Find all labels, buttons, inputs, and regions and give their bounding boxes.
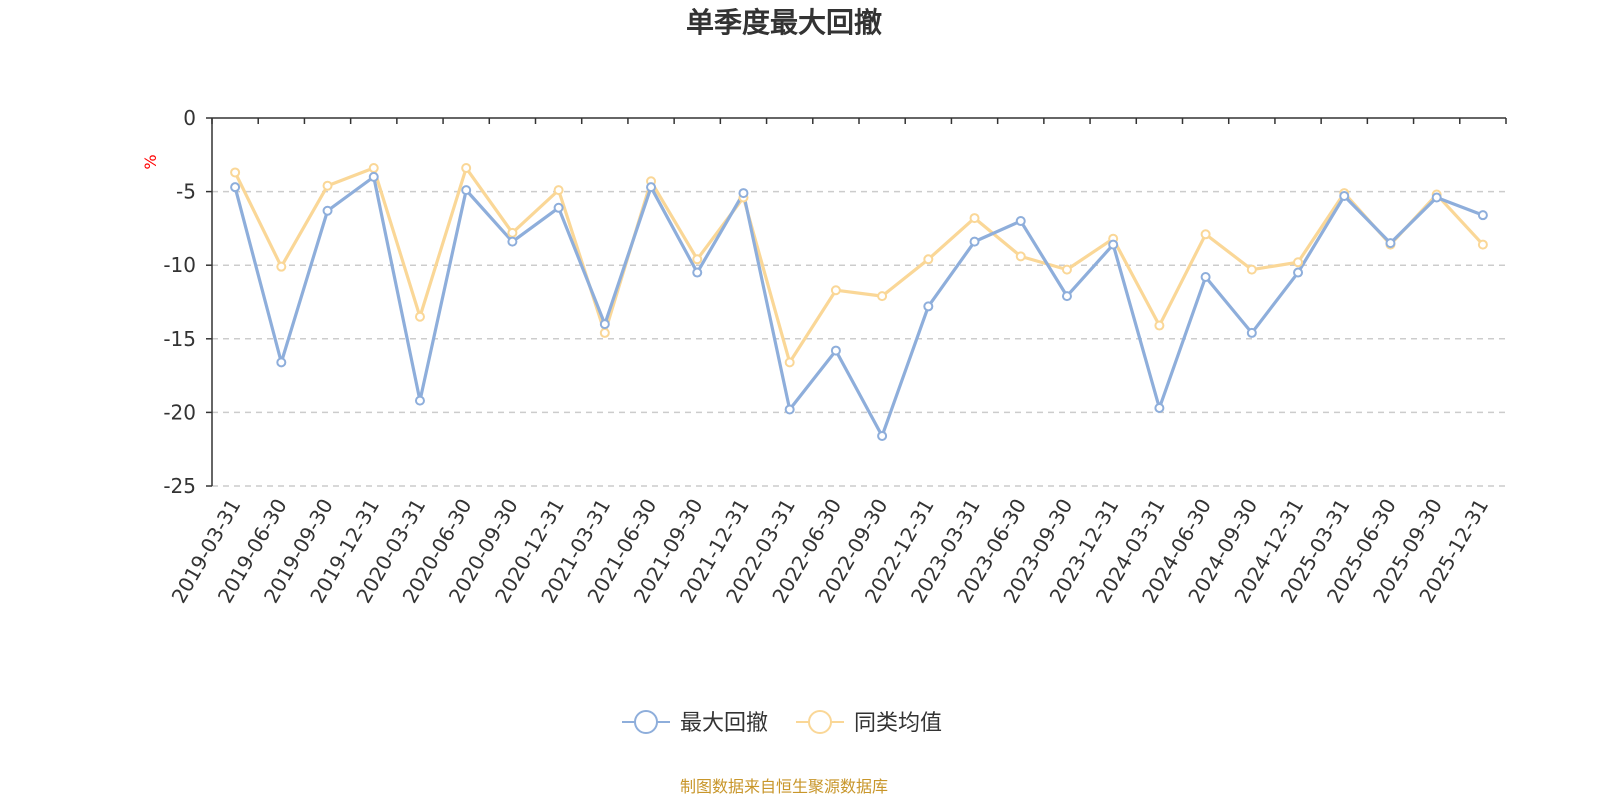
y-tick-label: -5: [176, 180, 196, 204]
data-point[interactable]: [599, 327, 610, 338]
data-point[interactable]: [599, 319, 610, 330]
legend-swatch-marker[interactable]: [808, 710, 832, 734]
data-point[interactable]: [1246, 264, 1257, 275]
data-point[interactable]: [830, 345, 841, 356]
data-point[interactable]: [507, 236, 518, 247]
data-point[interactable]: [368, 163, 379, 174]
data-point[interactable]: [1015, 251, 1026, 262]
data-point[interactable]: [1431, 192, 1442, 203]
data-point[interactable]: [322, 205, 333, 216]
data-point[interactable]: [461, 185, 472, 196]
data-point[interactable]: [969, 213, 980, 224]
data-point[interactable]: [414, 311, 425, 322]
chart-title: 单季度最大回撤: [686, 6, 882, 39]
plot-series: [230, 163, 1488, 441]
data-point[interactable]: [1477, 210, 1488, 221]
data-point[interactable]: [414, 395, 425, 406]
data-point[interactable]: [784, 404, 795, 415]
series-line-1: [233, 175, 1484, 438]
data-point[interactable]: [692, 267, 703, 278]
data-point[interactable]: [1061, 291, 1072, 302]
data-point[interactable]: [1293, 257, 1304, 268]
data-point[interactable]: [877, 291, 888, 302]
data-point[interactable]: [1339, 191, 1350, 202]
data-point[interactable]: [1385, 238, 1396, 249]
data-point[interactable]: [830, 285, 841, 296]
source-note: 制图数据来自恒生聚源数据库: [680, 777, 888, 796]
data-point[interactable]: [276, 357, 287, 368]
legend[interactable]: 最大回撤 同类均值: [622, 710, 942, 736]
data-point[interactable]: [738, 188, 749, 199]
data-point[interactable]: [1154, 320, 1165, 331]
axes: 0-5-10-15-20-252019-03-312019-06-302019-…: [163, 106, 1507, 607]
y-tick-label: -10: [163, 253, 196, 277]
data-point[interactable]: [1200, 229, 1211, 240]
data-point[interactable]: [553, 185, 564, 196]
y-tick-label: -20: [163, 400, 196, 424]
data-point[interactable]: [368, 171, 379, 182]
y-tick-label: 0: [183, 106, 196, 130]
data-point[interactable]: [1293, 267, 1304, 278]
data-point[interactable]: [230, 167, 241, 178]
legend-label[interactable]: 最大回撤: [680, 711, 768, 736]
data-point[interactable]: [230, 182, 241, 193]
data-point[interactable]: [1154, 402, 1165, 413]
data-point[interactable]: [461, 163, 472, 174]
data-point[interactable]: [1015, 216, 1026, 227]
data-point[interactable]: [553, 202, 564, 213]
data-point[interactable]: [507, 227, 518, 238]
series-line-2: [233, 166, 1485, 364]
legend-label[interactable]: 同类均值: [854, 711, 942, 736]
y-tick-label: -15: [163, 327, 196, 351]
data-point[interactable]: [276, 261, 287, 272]
y-axis-unit-label: %: [141, 154, 160, 169]
data-point[interactable]: [1108, 239, 1119, 250]
data-point[interactable]: [877, 430, 888, 441]
data-point[interactable]: [784, 357, 795, 368]
grid-lines: [212, 190, 1506, 487]
data-point[interactable]: [923, 301, 934, 312]
data-point[interactable]: [692, 254, 703, 265]
data-point[interactable]: [1200, 271, 1211, 282]
data-point[interactable]: [1477, 239, 1488, 250]
data-point[interactable]: [322, 180, 333, 191]
data-point[interactable]: [923, 254, 934, 265]
data-point[interactable]: [1061, 264, 1072, 275]
legend-swatch-marker[interactable]: [634, 710, 658, 734]
data-point[interactable]: [646, 182, 657, 193]
y-tick-label: -25: [163, 474, 196, 498]
data-point[interactable]: [969, 236, 980, 247]
data-point[interactable]: [1246, 327, 1257, 338]
